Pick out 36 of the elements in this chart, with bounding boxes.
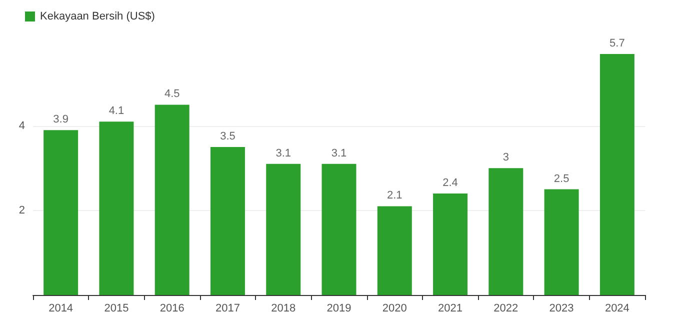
data-label: 3.1 <box>331 147 347 160</box>
data-label: 2.1 <box>386 190 402 202</box>
y-tick-label: 4 <box>18 120 25 132</box>
bar <box>377 206 412 295</box>
x-tick-label: 2022 <box>494 302 518 314</box>
bar <box>154 104 190 295</box>
data-label: 4.5 <box>164 88 180 100</box>
data-label: 4.1 <box>108 105 124 118</box>
x-tick-label: 2019 <box>326 302 352 314</box>
x-tick-label: 2015 <box>104 302 129 314</box>
data-label: 2.5 <box>554 172 570 185</box>
x-tick-label: 2023 <box>549 302 574 314</box>
bar <box>544 189 579 295</box>
x-tick-label: 2014 <box>48 302 74 314</box>
x-tick-label: 2017 <box>215 302 240 314</box>
bar <box>210 147 245 295</box>
bar <box>433 194 468 295</box>
data-label: 5.7 <box>610 38 625 50</box>
x-tick-label: 2016 <box>160 302 184 314</box>
bar <box>488 168 524 295</box>
data-label: 2.4 <box>442 177 458 190</box>
bar <box>99 122 134 295</box>
data-label: 3.9 <box>53 114 68 126</box>
x-tick-label: 2020 <box>382 302 407 314</box>
data-label: 3.5 <box>220 130 236 143</box>
data-label: 3 <box>502 152 509 164</box>
legend-label: Kekayaan Bersih (US$) <box>40 10 155 22</box>
x-tick-label: 2021 <box>438 302 463 314</box>
data-label: 3.1 <box>276 147 292 160</box>
bar <box>266 164 301 295</box>
bar <box>600 54 634 295</box>
y-tick-label: 2 <box>18 204 25 216</box>
x-tick-label: 2018 <box>271 302 296 314</box>
bar <box>44 130 78 295</box>
x-tick-label: 2024 <box>604 302 630 314</box>
bar <box>322 164 356 295</box>
